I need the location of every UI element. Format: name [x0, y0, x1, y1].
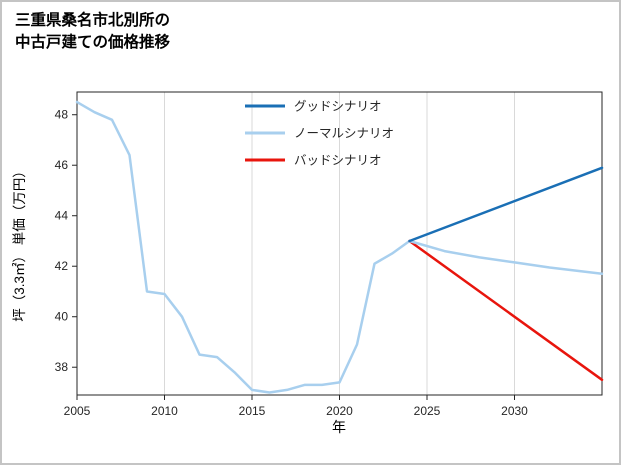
chart-title-line2: 中古戸建ての価格推移	[15, 34, 171, 52]
series-normal	[408, 239, 604, 276]
legend-label-good: グッドシナリオ	[294, 100, 382, 114]
y-tick-label: 48	[55, 108, 69, 122]
x-tick-label: 2020	[326, 404, 353, 418]
y-tick-label: 46	[55, 158, 69, 172]
chart-title: 三重県桑名市北別所の 中古戸建ての価格推移	[15, 10, 170, 55]
y-tick-label: 40	[55, 310, 69, 324]
y-tick-label: 42	[55, 259, 69, 273]
x-tick-label: 2005	[64, 404, 91, 418]
x-tick-label: 2010	[151, 404, 178, 418]
series-good	[408, 166, 604, 243]
x-tick-label: 2015	[239, 404, 266, 418]
y-tick-label: 44	[55, 209, 69, 223]
x-tick-label: 2025	[414, 404, 441, 418]
x-axis-label: 年	[332, 419, 346, 435]
y-axis-label: 坪（3.3㎡） 単価（万円）	[12, 164, 27, 322]
y-tick-label: 38	[55, 360, 69, 374]
chart-title-line1: 三重県桑名市北別所の	[15, 12, 171, 29]
series-bad	[408, 239, 604, 382]
series-history	[75, 100, 411, 394]
x-tick-label: 2030	[501, 404, 528, 418]
legend-label-normal: ノーマルシナリオ	[294, 127, 394, 141]
legend-label-bad: バッドシナリオ	[294, 154, 382, 168]
